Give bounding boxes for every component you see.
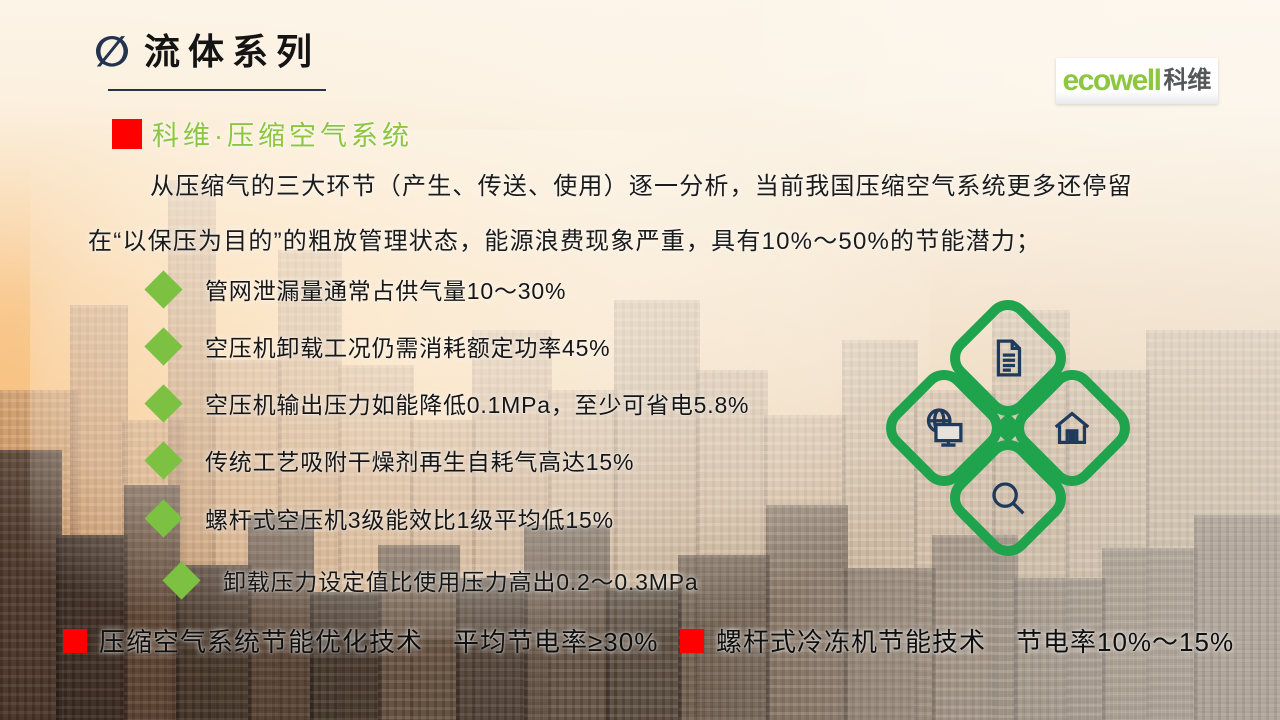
section-heading-text: 科维·压缩空气系统 (152, 121, 413, 151)
bullet-item: 螺杆式空压机3级能效比1级平均低15% (144, 498, 614, 538)
diamond-bullet-icon (162, 560, 201, 600)
bullet-text: 螺杆式空压机3级能效比1级平均低15% (205, 507, 614, 533)
bullet-text: 空压机输出压力如能降低0.1MPa，至少可省电5.8% (205, 392, 750, 418)
logo-brand-text: ecowell (1062, 64, 1162, 97)
diamond-bullet-icon (144, 269, 183, 309)
red-square-icon (680, 628, 704, 653)
bullet-item: 卸载压力设定值比使用压力高出0.2～0.3MPa (162, 560, 699, 600)
diamond-bullet-icon (144, 326, 183, 366)
paragraph-line-2: 在“以保压为目的”的粗放管理状态，能源浪费现象严重，具有10%～50%的节能潜力… (88, 228, 1042, 255)
page-title: ∅ 流体系列 (94, 30, 320, 73)
bullet-text: 管网泄漏量通常占供气量10～30% (205, 278, 567, 304)
footer-value: 节电率10%～15% (1016, 627, 1235, 657)
footer-label: 压缩空气系统节能优化技术 (99, 627, 424, 657)
home-icon (1049, 405, 1095, 451)
bullet-text: 空压机卸载工况仍需消耗额定功率45% (205, 335, 611, 361)
section-heading: 科维·压缩空气系统 (112, 114, 413, 153)
red-square-icon (63, 628, 87, 653)
diamond-bullet-icon (144, 440, 183, 480)
bullet-text: 卸载压力设定值比使用压力高出0.2～0.3MPa (223, 569, 699, 595)
document-icon (985, 335, 1031, 381)
red-square-icon (112, 118, 142, 149)
paragraph-line-1: 从压缩气的三大环节（产生、传送、使用）逐一分析，当前我国压缩空气系统更多还停留 (150, 173, 1133, 200)
bullet-item: 传统工艺吸附干燥剂再生自耗气高达15% (144, 440, 635, 480)
bullet-item: 空压机输出压力如能降低0.1MPa，至少可省电5.8% (144, 383, 750, 423)
search-icon (985, 475, 1031, 521)
clover-graphic (876, 290, 1142, 566)
diamond-bullet-icon (144, 498, 183, 538)
title-underline (108, 89, 326, 91)
footer-value: 平均节电率≥30% (453, 627, 659, 657)
haze-center (30, 130, 930, 640)
diameter-icon: ∅ (94, 27, 130, 75)
logo-brand-cn-text: 科维 (1163, 67, 1212, 94)
ecowell-logo: ecowell 科维 (1056, 58, 1218, 104)
bullet-item: 管网泄漏量通常占供气量10～30% (144, 269, 567, 309)
bullet-item: 空压机卸载工况仍需消耗额定功率45% (144, 326, 611, 366)
bullet-text: 传统工艺吸附干燥剂再生自耗气高达15% (205, 449, 635, 475)
footer-label: 螺杆式冷冻机节能技术 (716, 627, 987, 657)
globe-monitor-icon (921, 405, 967, 451)
diamond-bullet-icon (144, 383, 183, 423)
footer-item-chiller: 螺杆式冷冻机节能技术 节电率10%～15% (680, 622, 1234, 659)
footer-item-compressed-air: 压缩空气系统节能优化技术 平均节电率≥30% (63, 622, 658, 659)
page-title-text: 流体系列 (143, 31, 320, 72)
